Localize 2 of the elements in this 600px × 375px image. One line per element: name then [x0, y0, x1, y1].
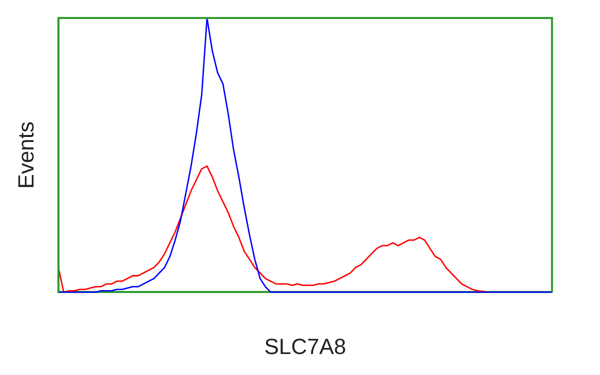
y-axis-title: Events	[13, 121, 38, 189]
x-axis-title: SLC7A8	[264, 334, 346, 359]
